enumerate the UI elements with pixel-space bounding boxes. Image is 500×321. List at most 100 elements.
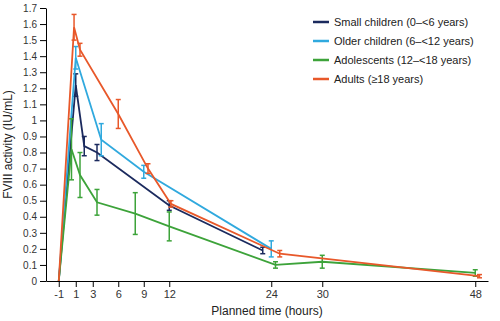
legend-label: Adults (≥18 years) xyxy=(334,73,423,85)
y-tick-mark xyxy=(40,120,46,121)
error-bar xyxy=(277,250,282,256)
x-tick: 24 xyxy=(266,281,278,300)
x-axis-line xyxy=(47,281,489,282)
error-bar xyxy=(168,201,173,207)
legend-item: Adults (≥18 years) xyxy=(313,73,423,85)
y-tick-mark xyxy=(40,136,46,137)
error-bar-cap xyxy=(320,267,325,269)
error-bar-cap xyxy=(78,152,83,154)
error-bar-stem xyxy=(84,136,86,155)
y-tick-label: 1.2 xyxy=(23,83,37,94)
error-bar xyxy=(73,47,78,69)
y-tick-mark xyxy=(40,56,46,57)
error-bar xyxy=(116,100,121,129)
y-tick-label: 0.4 xyxy=(23,211,37,222)
error-bar-cap xyxy=(320,255,325,257)
error-bar xyxy=(99,124,104,156)
y-tick-label: 0.8 xyxy=(23,147,37,158)
y-tick-label: 0.3 xyxy=(23,228,37,239)
error-bar xyxy=(78,43,83,56)
y-tick: 1.2 xyxy=(23,83,46,94)
y-tick-label: 0.1 xyxy=(23,260,37,271)
marks xyxy=(59,14,482,281)
x-tick: 1 xyxy=(73,281,79,300)
error-bar xyxy=(72,14,77,40)
x-tick-label: 30 xyxy=(317,288,329,300)
error-bar-stem xyxy=(135,193,137,235)
error-bar xyxy=(167,212,172,241)
error-bar-cap xyxy=(273,261,278,263)
x-tick-label: 12 xyxy=(164,288,176,300)
y-tick: 0.7 xyxy=(23,163,46,174)
y-tick-mark xyxy=(40,217,46,218)
error-bar xyxy=(260,247,265,253)
error-bar-cap xyxy=(78,55,83,57)
y-tick-mark xyxy=(40,88,46,89)
y-tick-label: 1.6 xyxy=(23,19,37,30)
y-tick: 0.3 xyxy=(23,228,46,239)
x-axis-title: Planned time (hours) xyxy=(211,304,322,318)
error-bar xyxy=(69,119,74,180)
x-tick-mark xyxy=(118,281,119,287)
error-bar-cap xyxy=(99,155,104,157)
error-bar-cap xyxy=(73,68,78,70)
error-bar xyxy=(78,153,83,198)
x-tick-label: 9 xyxy=(141,288,147,300)
y-tick: 0.4 xyxy=(23,211,46,222)
error-bar-cap xyxy=(82,155,87,157)
y-tick-mark xyxy=(40,201,46,202)
x-tick-mark xyxy=(475,281,476,287)
error-bar-cap xyxy=(167,240,172,242)
error-bar-stem xyxy=(170,201,172,207)
y-tick: 1.4 xyxy=(23,51,46,62)
error-bar-cap xyxy=(116,128,121,130)
y-tick-mark xyxy=(40,8,46,9)
x-tick: 6 xyxy=(116,281,122,300)
error-bar-cap xyxy=(269,256,274,258)
error-bar-cap xyxy=(69,179,74,181)
error-bar xyxy=(273,262,278,268)
x-tick-mark xyxy=(169,281,170,287)
error-bar-stem xyxy=(143,165,145,178)
error-bar-stem xyxy=(275,262,277,268)
y-tick: 0 xyxy=(31,276,46,287)
y-tick-label: 0.7 xyxy=(23,163,37,174)
series xyxy=(59,119,478,281)
legend-swatch xyxy=(313,59,329,62)
y-tick: 1.1 xyxy=(23,99,46,110)
legend-item: Adolescents (12–<18 years) xyxy=(313,54,471,66)
error-bar-stem xyxy=(147,164,149,174)
error-bar-stem xyxy=(96,189,98,215)
y-tick: 1 xyxy=(31,115,46,126)
series-line xyxy=(59,58,272,281)
error-bar-cap xyxy=(167,210,172,212)
y-tick-mark xyxy=(40,40,46,41)
error-bar-cap xyxy=(168,206,173,208)
y-axis-line xyxy=(46,9,47,282)
error-bar-stem xyxy=(322,255,324,268)
error-bar-stem xyxy=(118,100,120,129)
y-tick-label: 0.9 xyxy=(23,131,37,142)
error-bar-stem xyxy=(96,145,98,161)
error-bar-stem xyxy=(73,14,75,40)
error-bar-stem xyxy=(79,43,81,56)
error-bar-cap xyxy=(477,277,482,279)
x-tick-label: 48 xyxy=(470,288,482,300)
y-tick-mark xyxy=(40,249,46,250)
error-bar-stem xyxy=(75,74,77,96)
y-tick: 0.8 xyxy=(23,147,46,158)
y-tick: 1.3 xyxy=(23,67,46,78)
y-tick-label: 1.4 xyxy=(23,51,37,62)
error-bar-cap xyxy=(146,163,151,165)
error-bar-cap xyxy=(277,256,282,258)
y-tick-mark xyxy=(40,185,46,186)
error-bar xyxy=(141,165,146,178)
error-bar-cap xyxy=(269,240,274,242)
x-tick-mark xyxy=(144,281,145,287)
y-tick: 1.6 xyxy=(23,19,46,30)
error-bar-cap xyxy=(78,43,83,45)
chart: -113691224304800.10.20.30.40.50.60.70.80… xyxy=(0,0,500,321)
y-tick-label: 1.7 xyxy=(23,3,37,14)
y-tick-mark xyxy=(40,281,46,282)
error-bar-cap xyxy=(146,173,151,175)
